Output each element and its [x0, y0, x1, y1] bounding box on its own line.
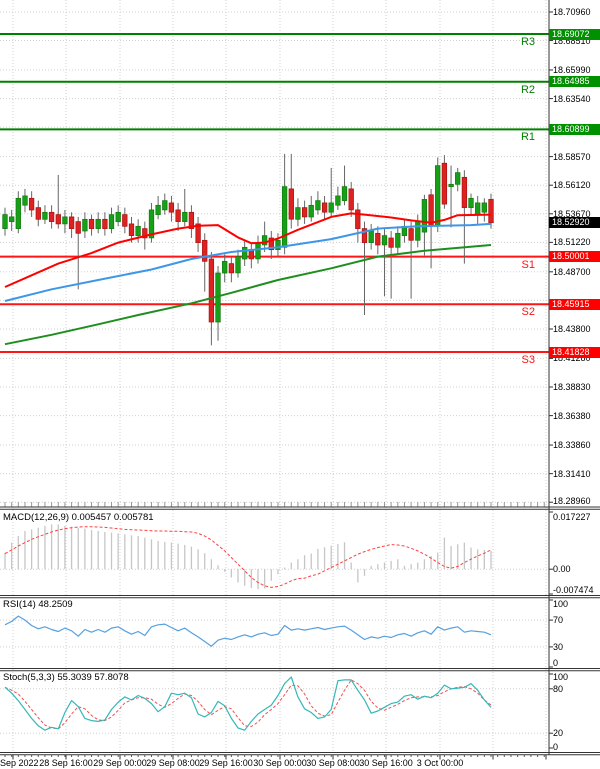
axis-tick-label: -0.007474	[553, 584, 594, 595]
axis-tick-label: 18.56120	[553, 180, 591, 191]
axis-tick-label: 20	[553, 728, 564, 739]
axis-tick-label: 18.68510	[553, 35, 591, 46]
axis-tick-label: 18.31410	[553, 468, 591, 479]
level-label-r2: R2	[520, 83, 535, 96]
macd-indicator-label: MACD(12,26,9) 0.005457 0.005781	[3, 512, 154, 523]
stoch-indicator-label: Stoch(5,3,3) 55.3039 57.8078	[3, 672, 129, 683]
axis-tick-label: 100	[553, 598, 569, 609]
axis-tick-label: 18.48700	[553, 266, 591, 277]
level-label-s3: S3	[521, 354, 535, 367]
axis-tick-label: 18.38830	[553, 382, 591, 392]
price-badge-r1: 18.60899	[549, 123, 600, 135]
time-axis-label: 28 Sep 2022	[0, 758, 39, 768]
axis-tick-label: 18.43800	[553, 324, 591, 334]
time-axis-label: 29 Sep 00:00	[93, 758, 147, 768]
axis-tick-label: 18.41280	[553, 353, 591, 364]
time-axis-label: 30 Sep 00:00	[253, 758, 307, 768]
time-axis-label: 3 Oct 00:00	[416, 758, 464, 768]
level-label-s1: S1	[521, 258, 535, 271]
time-axis-label: 30 Sep 08:00	[306, 758, 360, 768]
axis-tick-label: 18.65990	[553, 64, 591, 75]
axis-tick-label: 0.017227	[553, 512, 591, 522]
price-badge-s1: 18.50001	[549, 251, 600, 263]
axis-tick-label: 18.58570	[553, 151, 591, 162]
axis-tick-label: 0	[553, 741, 559, 752]
price-badge-s3: 18.41828	[549, 346, 600, 358]
level-label-r1: R1	[520, 131, 535, 144]
level-label-s2: S2	[521, 306, 535, 319]
price-badge-s2: 18.45915	[549, 298, 600, 310]
time-axis-label: 29 Sep 16:00	[199, 758, 253, 768]
axis-tick-label: 0.00	[553, 564, 571, 575]
price-badge-r2: 18.64985	[549, 76, 600, 88]
axis-tick-label: 80	[553, 683, 564, 694]
current-price-badge: 18.52920	[549, 217, 600, 229]
axis-tick-label: 18.70960	[553, 6, 591, 17]
axis-tick-label: 18.33860	[553, 440, 591, 451]
axis-tick-label: 70	[553, 615, 564, 626]
axis-tick-label: 18.51220	[553, 237, 591, 248]
price-badge-r3: 18.69072	[549, 28, 600, 40]
axis-tick-label: 18.28960	[553, 496, 591, 506]
axis-tick-label: 18.36380	[553, 410, 591, 421]
time-axis-label: 30 Sep 16:00	[359, 758, 413, 768]
axis-tick-label: 0	[553, 657, 559, 668]
rsi-indicator-label: RSI(14) 48.2509	[3, 599, 73, 610]
axis-tick-label: 18.63540	[553, 93, 591, 104]
time-axis-label: 28 Sep 16:00	[39, 758, 93, 768]
time-axis-label: 29 Sep 08:00	[146, 758, 200, 768]
axis-tick-label: 18.53670	[553, 208, 591, 219]
level-label-r3: R3	[520, 36, 535, 48]
axis-tick-label: 30	[553, 641, 564, 652]
axis-tick-label: 100	[553, 672, 569, 682]
